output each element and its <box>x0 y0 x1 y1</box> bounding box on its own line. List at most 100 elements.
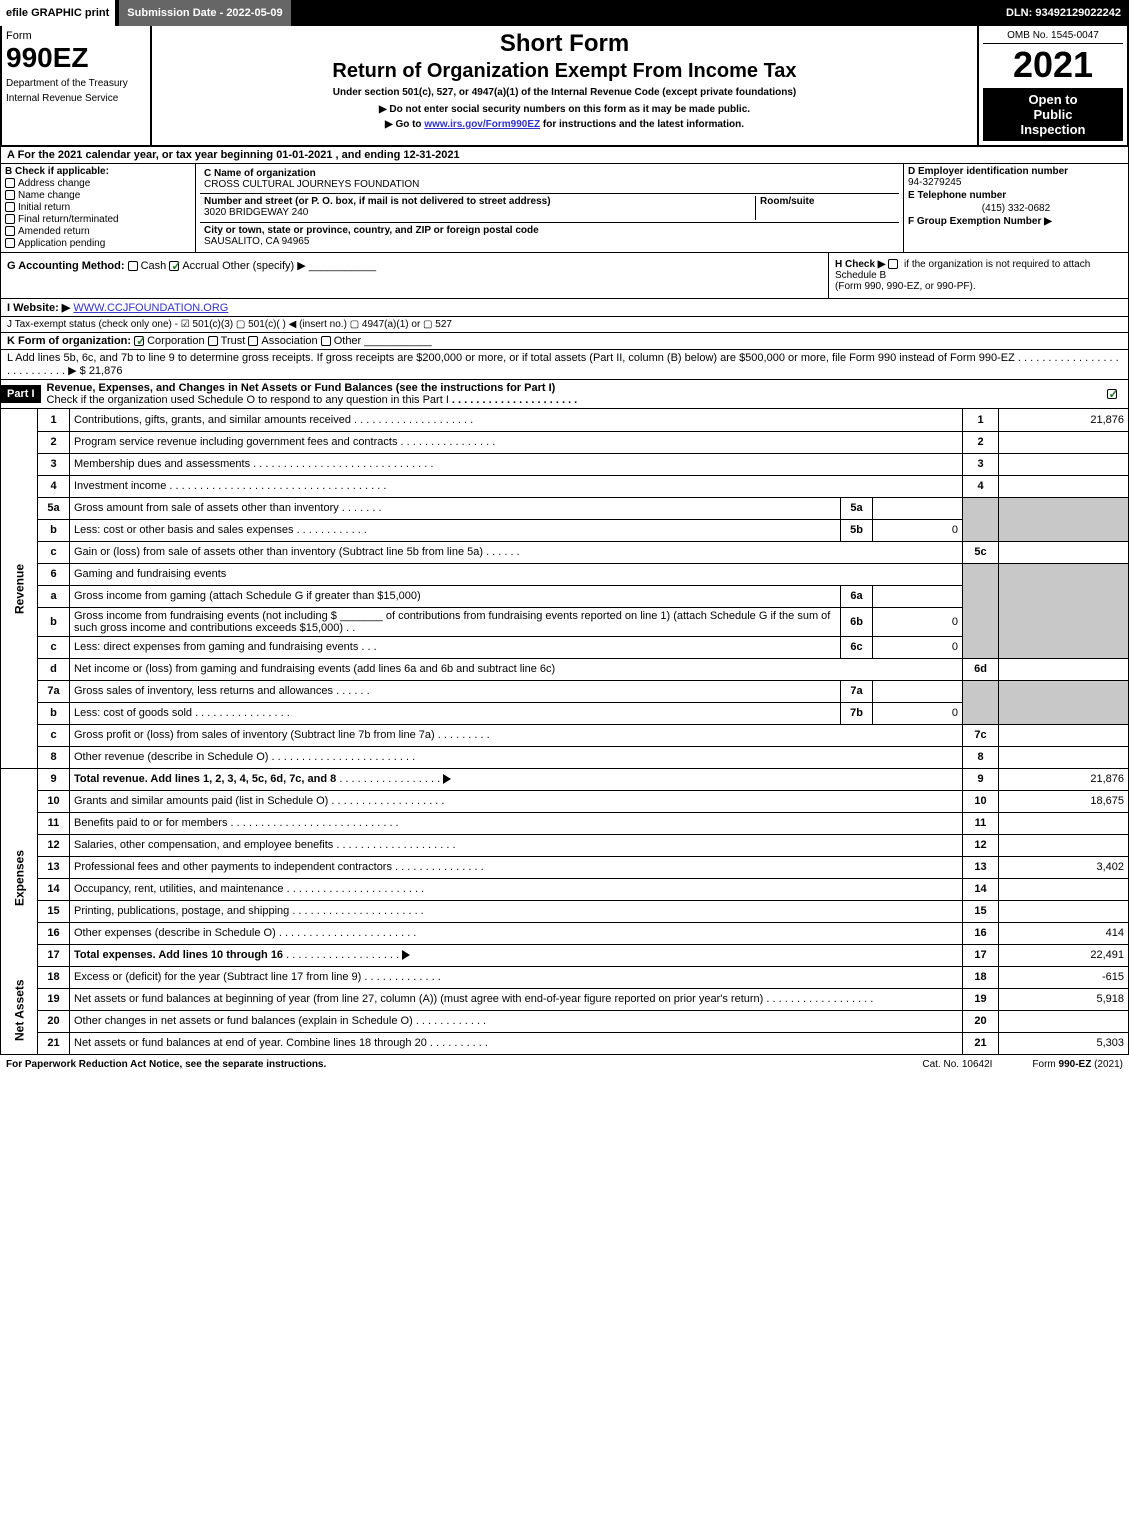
l6c-sub: 6c <box>841 636 873 658</box>
l19-desc: Net assets or fund balances at beginning… <box>74 993 763 1005</box>
l6d-num: d <box>38 658 70 680</box>
l2-desc: Program service revenue including govern… <box>74 436 397 448</box>
l10-amt: 18,675 <box>999 790 1129 812</box>
checkbox-corp[interactable] <box>134 336 144 346</box>
l3-num: 3 <box>38 453 70 475</box>
b-item-2: Initial return <box>18 202 70 213</box>
l15-amt <box>999 900 1129 922</box>
checkbox-part1-sched-o[interactable] <box>1107 389 1117 399</box>
checkbox-assoc[interactable] <box>248 336 258 346</box>
row-j-tax-exempt: J Tax-exempt status (check only one) - ☑… <box>0 317 1129 333</box>
org-city: SAUSALITO, CA 94965 <box>204 236 309 247</box>
irs-link[interactable]: www.irs.gov/Form990EZ <box>424 119 540 130</box>
l19-num: 19 <box>38 988 70 1010</box>
ein-label: D Employer identification number <box>908 166 1124 177</box>
l8-amt <box>999 746 1129 768</box>
l2-num: 2 <box>38 431 70 453</box>
l6c-num: c <box>38 636 70 658</box>
l20-amt <box>999 1010 1129 1032</box>
l12-amt <box>999 834 1129 856</box>
omb-number: OMB No. 1545-0047 <box>983 30 1123 44</box>
l6d-desc: Net income or (loss) from gaming and fun… <box>70 658 963 680</box>
l5c-num: c <box>38 541 70 563</box>
b-label: B <box>5 166 12 177</box>
checkbox-h[interactable] <box>888 259 898 269</box>
col-b-checkboxes: B Check if applicable: Address change Na… <box>1 164 196 252</box>
room-label: Room/suite <box>760 196 814 207</box>
l14-desc: Occupancy, rent, utilities, and maintena… <box>74 883 284 895</box>
l5c-desc: Gain or (loss) from sale of assets other… <box>74 546 483 558</box>
goto-post: for instructions and the latest informat… <box>540 119 744 130</box>
l21-num: 21 <box>38 1032 70 1054</box>
footer-paperwork: For Paperwork Reduction Act Notice, see … <box>6 1059 326 1070</box>
l7b-sval: 0 <box>873 702 963 724</box>
l7a-num: 7a <box>38 680 70 702</box>
l17-desc: Total expenses. Add lines 10 through 16 <box>74 949 283 961</box>
l11-box: 11 <box>963 812 999 834</box>
checkbox-address-change[interactable] <box>5 178 15 188</box>
checkbox-accrual[interactable] <box>169 261 179 271</box>
l18-desc: Excess or (deficit) for the year (Subtra… <box>74 971 361 983</box>
l1-num: 1 <box>38 409 70 431</box>
l10-num: 10 <box>38 790 70 812</box>
g-label: G Accounting Method: <box>7 260 125 272</box>
i-label: I Website: ▶ <box>7 302 70 314</box>
submission-date: Submission Date - 2022-05-09 <box>119 0 290 26</box>
l8-desc: Other revenue (describe in Schedule O) <box>74 751 268 763</box>
checkbox-final-return[interactable] <box>5 214 15 224</box>
arrow-icon <box>443 774 451 784</box>
goto-pre: ▶ Go to <box>385 119 424 130</box>
dept-treasury: Department of the Treasury <box>6 78 146 89</box>
checkbox-trust[interactable] <box>208 336 218 346</box>
checkbox-name-change[interactable] <box>5 190 15 200</box>
l16-amt: 414 <box>999 922 1129 944</box>
phone-label: E Telephone number <box>908 190 1124 201</box>
l17-num: 17 <box>38 944 70 966</box>
c-name-label: Name of organization <box>214 168 316 179</box>
checkbox-amended[interactable] <box>5 226 15 236</box>
l7c-num: c <box>38 724 70 746</box>
subtitle-section: Under section 501(c), 527, or 4947(a)(1)… <box>156 87 973 98</box>
footer-catno: Cat. No. 10642I <box>922 1059 992 1070</box>
l6b-sval: 0 <box>873 607 963 636</box>
l17-box: 17 <box>963 944 999 966</box>
row-a-tax-year: A For the 2021 calendar year, or tax yea… <box>0 147 1129 164</box>
checkbox-cash[interactable] <box>128 261 138 271</box>
l7b-desc: Less: cost of goods sold <box>74 707 192 719</box>
expenses-side-label: Expenses <box>1 790 38 966</box>
l5a-sub: 5a <box>841 497 873 519</box>
l6a-num: a <box>38 585 70 607</box>
l7c-box: 7c <box>963 724 999 746</box>
website-link[interactable]: WWW.CCJFOUNDATION.ORG <box>73 302 228 314</box>
org-name: CROSS CULTURAL JOURNEYS FOUNDATION <box>204 179 419 190</box>
l13-amt: 3,402 <box>999 856 1129 878</box>
efile-label[interactable]: efile GRAPHIC print <box>0 0 115 26</box>
arrow-icon <box>402 950 410 960</box>
l9-amt: 21,876 <box>999 768 1129 790</box>
l6-grey-box <box>963 563 999 658</box>
footer-form-pre: Form <box>1032 1059 1058 1070</box>
l11-amt <box>999 812 1129 834</box>
part1-title: Revenue, Expenses, and Changes in Net As… <box>47 382 556 394</box>
l6b-desc1: Gross income from fundraising events (no… <box>74 610 337 622</box>
l4-box: 4 <box>963 475 999 497</box>
l5c-box: 5c <box>963 541 999 563</box>
row-k-org-form: K Form of organization: Corporation Trus… <box>0 333 1129 350</box>
b-item-4: Amended return <box>18 226 90 237</box>
k-corp: Corporation <box>147 335 204 347</box>
l10-desc: Grants and similar amounts paid (list in… <box>74 795 328 807</box>
open-line3: Inspection <box>987 122 1119 137</box>
l7c-desc: Gross profit or (loss) from sales of inv… <box>74 729 435 741</box>
checkbox-other[interactable] <box>321 336 331 346</box>
l5b-num: b <box>38 519 70 541</box>
checkbox-pending[interactable] <box>5 238 15 248</box>
checkbox-initial-return[interactable] <box>5 202 15 212</box>
l7b-sub: 7b <box>841 702 873 724</box>
l10-box: 10 <box>963 790 999 812</box>
l8-box: 8 <box>963 746 999 768</box>
l18-num: 18 <box>38 966 70 988</box>
k-assoc: Association <box>261 335 317 347</box>
l13-num: 13 <box>38 856 70 878</box>
l17-amt: 22,491 <box>999 944 1129 966</box>
l6a-sval <box>873 585 963 607</box>
